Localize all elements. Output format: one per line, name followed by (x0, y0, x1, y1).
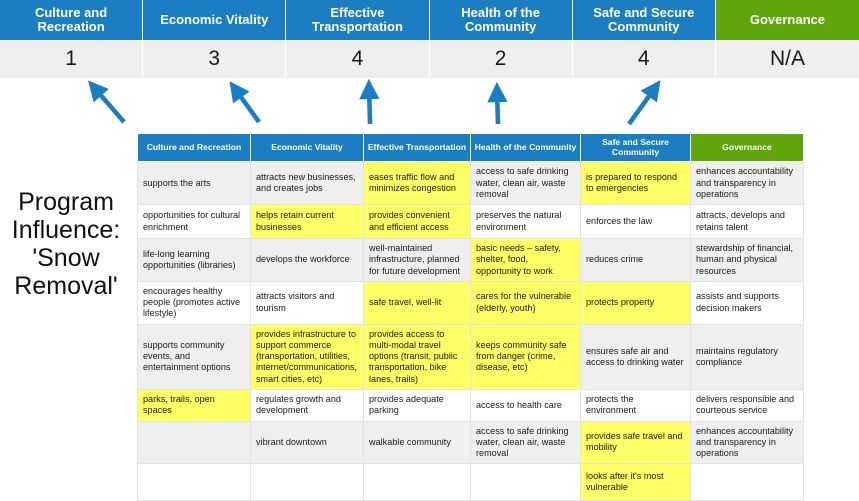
matrix-cell: is prepared to respond to emergencies (580, 161, 691, 206)
score-column-title: Safe and Secure Community (572, 0, 716, 40)
matrix-row: looks after it's most vulnerable (137, 463, 804, 501)
matrix-cell: develops the workforce (250, 238, 364, 282)
score-column-value: 1 (0, 40, 144, 78)
program-influence-line-2: Influence: (11, 216, 121, 244)
matrix-cell: maintains regulatory compliance (690, 323, 804, 390)
matrix-cell: parks, trails, open spaces (137, 388, 251, 422)
outcomes-matrix: Culture and Recreation Economic Vitality… (137, 132, 804, 501)
score-column-title: Effective Transportation (286, 0, 430, 40)
matrix-cell: provides infrastructure to support comme… (250, 323, 364, 390)
matrix-cell: protects the environment (580, 388, 691, 422)
matrix-cell: stewardship of financial, human and phys… (690, 238, 804, 282)
matrix-cell: attracts new businesses, and creates job… (250, 161, 364, 206)
matrix-cell: attracts visitors and tourism (250, 280, 364, 325)
matrix-body: supports the arts attracts new businesses… (137, 161, 804, 501)
arrow-2 (229, 81, 261, 124)
score-column-economic-vitality[interactable]: Economic Vitality 3 (143, 0, 287, 78)
matrix-cell: delivers responsible and courteous servi… (690, 388, 804, 422)
matrix-cell: access to health care (470, 388, 581, 422)
matrix-cell: basic needs – safety, shelter, food, opp… (470, 238, 581, 282)
matrix-cell: vibrant downtown (250, 420, 364, 465)
arrow-1 (88, 80, 126, 124)
matrix-cell: encourages healthy people (promotes acti… (137, 280, 251, 325)
matrix-cell: preserves the natural environment (470, 204, 581, 240)
matrix-cell: provides convenient and efficient access (363, 204, 471, 240)
matrix-cell: protects property (580, 280, 691, 325)
matrix-row: parks, trails, open spaces regulates grow… (137, 388, 804, 422)
matrix-row: life-long learning opportunities (librar… (137, 238, 804, 282)
matrix-cell: provides adequate parking (363, 388, 471, 422)
arrow-3 (359, 78, 380, 125)
score-column-title: Health of the Community (429, 0, 573, 40)
matrix-cell: eases traffic flow and minimizes congest… (363, 161, 471, 206)
score-column-governance[interactable]: Governance N/A (715, 0, 859, 78)
arrow-5 (627, 80, 661, 126)
matrix-row: supports the arts attracts new businesses… (137, 161, 804, 206)
matrix-header-governance: Governance (690, 132, 804, 163)
matrix-cell: helps retain current businesses (250, 204, 364, 240)
matrix-row: opportunities for cultural enrichment hel… (137, 204, 804, 240)
matrix-cell: assists and supports decision makers (690, 280, 804, 325)
matrix-row: encourages healthy people (promotes acti… (137, 280, 804, 325)
matrix-cell: ensures safe air and access to drinking … (580, 323, 691, 390)
matrix-header-effective-transportation: Effective Transportation (363, 132, 471, 163)
score-banner: Culture and Recreation 1 Economic Vitali… (0, 0, 859, 78)
matrix-cell: attracts, develops and retains talent (690, 204, 804, 240)
matrix-cell: provides safe travel and mobility (580, 420, 691, 465)
score-column-health-of-the-community[interactable]: Health of the Community 2 (429, 0, 573, 78)
score-column-title: Culture and Recreation (0, 0, 144, 40)
matrix-cell: access to safe drinking water, clean air… (470, 161, 581, 206)
score-column-safe-and-secure-community[interactable]: Safe and Secure Community 4 (572, 0, 716, 78)
program-influence-line-3: 'Snow (32, 244, 100, 272)
matrix-cell (250, 463, 364, 501)
score-column-value: 4 (286, 40, 430, 78)
matrix-cell: enhances accountability and transparency… (690, 161, 804, 206)
matrix-cell: supports the arts (137, 161, 251, 206)
matrix-cell: safe travel, well-lit (363, 280, 471, 325)
matrix-cell: keeps community safe from danger (crime,… (470, 323, 581, 390)
matrix-cell (137, 463, 251, 501)
matrix-header-safe-and-secure-community: Safe and Secure Community (580, 132, 691, 163)
matrix-header-culture-and-recreation: Culture and Recreation (137, 132, 251, 163)
matrix-cell: reduces crime (580, 238, 691, 282)
matrix-cell: cares for the vulnerable (elderly, youth… (470, 280, 581, 325)
matrix-cell (690, 463, 804, 501)
score-column-effective-transportation[interactable]: Effective Transportation 4 (286, 0, 430, 78)
score-column-value: 3 (143, 40, 287, 78)
matrix-row: supports community events, and entertain… (137, 323, 804, 390)
matrix-cell: well-maintained infrastructure, planned … (363, 238, 471, 282)
matrix-cell: walkable community (363, 420, 471, 465)
matrix-header-row: Culture and Recreation Economic Vitality… (137, 132, 804, 163)
arrow-4 (487, 81, 508, 125)
program-influence-line-1: Program (18, 188, 114, 216)
program-influence-label: Program Influence: 'Snow Removal' (0, 188, 132, 300)
matrix-header-health-of-the-community: Health of the Community (470, 132, 581, 163)
arrow-layer (88, 78, 661, 126)
matrix-cell: looks after it's most vulnerable (580, 463, 691, 501)
matrix-cell: life-long learning opportunities (librar… (137, 238, 251, 282)
score-column-value: 4 (572, 40, 716, 78)
matrix-row: vibrant downtown walkable community access… (137, 420, 804, 465)
matrix-cell: enhances accountability and transparency… (690, 420, 804, 465)
matrix-cell: opportunities for cultural enrichment (137, 204, 251, 240)
matrix-cell (363, 463, 471, 501)
matrix-cell: access to safe drinking water, clean air… (470, 420, 581, 465)
matrix-cell (470, 463, 581, 501)
score-column-value: N/A (715, 40, 859, 78)
matrix-cell (137, 420, 251, 465)
matrix-cell: enforces the law (580, 204, 691, 240)
score-column-title: Governance (715, 0, 859, 40)
matrix-cell: supports community events, and entertain… (137, 323, 251, 390)
score-column-value: 2 (429, 40, 573, 78)
score-column-title: Economic Vitality (143, 0, 287, 40)
matrix-header-economic-vitality: Economic Vitality (250, 132, 364, 163)
matrix-cell: provides access to multi-modal travel op… (363, 323, 471, 390)
program-influence-line-4: Removal' (14, 272, 118, 300)
matrix-cell: regulates growth and development (250, 388, 364, 422)
score-column-culture-and-recreation[interactable]: Culture and Recreation 1 (0, 0, 144, 78)
